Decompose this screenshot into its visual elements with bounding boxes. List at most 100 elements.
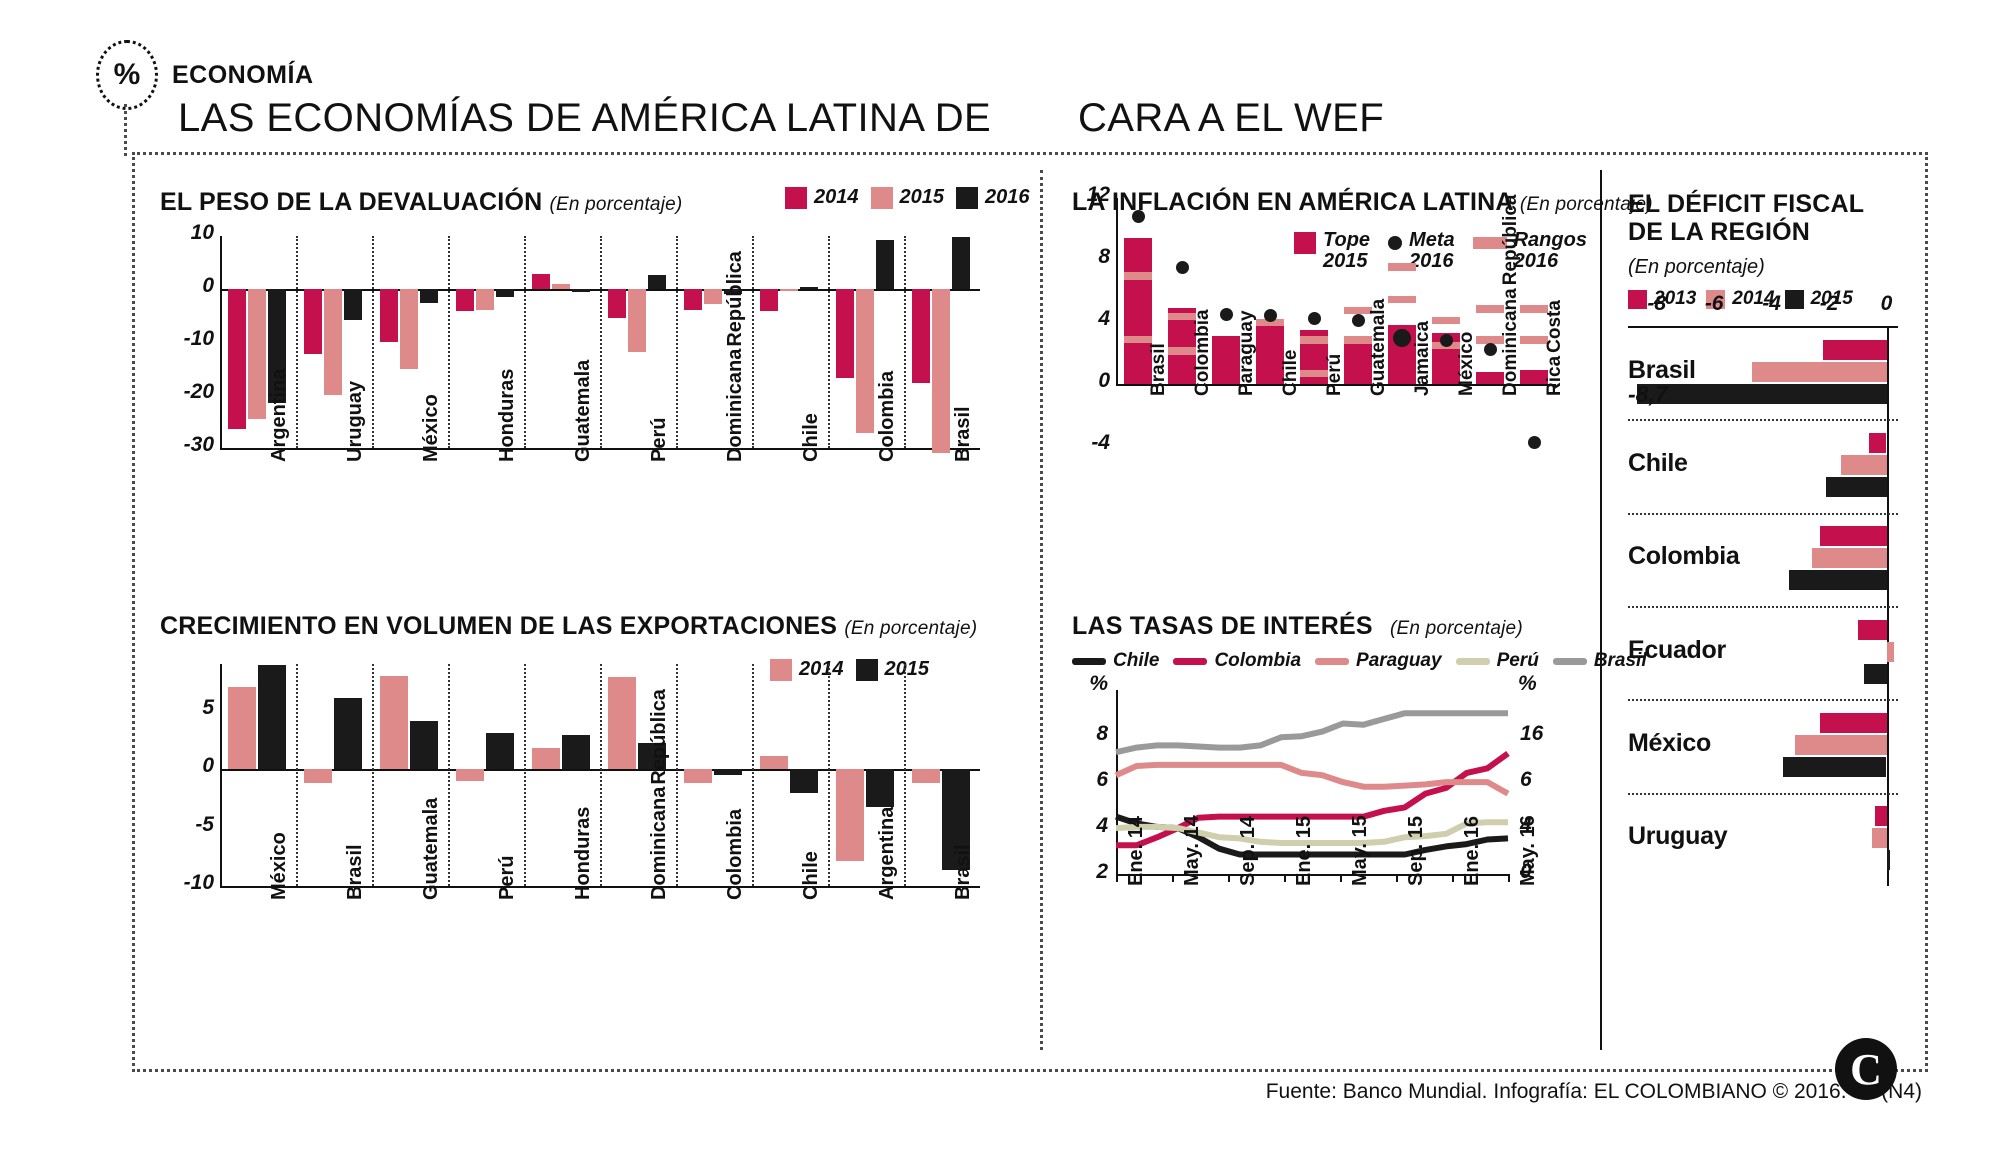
bar-2015-Uruguay [323,289,343,395]
category-separator [448,236,450,448]
category-label: Chile [800,851,822,900]
x-tick [1340,874,1342,882]
category-label-Chile: Chile [1628,449,1688,477]
legend-item-chile: Chile [1072,650,1159,672]
category-label: México [268,832,290,900]
bar-2015-Colombia [855,289,875,434]
x-tick-label: -6 [1704,292,1724,315]
y-tick-label: 4 [1098,307,1110,330]
category-label: República Dominicana [1500,194,1521,396]
category-label: Colombia [1192,309,1213,396]
category-label: Perú [648,417,670,462]
legend-tasas: Chile Colombia Paraguay Perú Brasil [1072,650,1647,672]
category-label: Costa Rica [1544,300,1565,396]
x-axis-baseline [220,448,980,450]
x-tick-label: May. 16 [1517,815,1539,886]
legend-item-2014: 2014 [770,658,844,681]
left-axis-symbol: % [1089,672,1108,695]
bar-tope-Colombia [1168,308,1196,384]
title-subtitle: (En porcentaje) [549,194,683,215]
category-label: México [420,394,442,462]
category-label: Colombia [724,808,746,900]
column-divider-1 [1040,170,1043,1050]
bar-2016-Colombia [876,240,895,289]
category-separator [448,664,450,886]
range-Guatemala-0 [1344,335,1372,344]
category-separator [752,236,754,448]
category-label: Brasil [952,844,974,900]
zero-line [1116,384,1556,386]
bar-2015-Honduras [562,735,591,770]
row-divider [1628,512,1898,515]
bar-2016-Honduras [496,289,515,297]
category-label: Guatemala [572,359,594,462]
range-Jamaica-0 [1388,295,1416,304]
bar-2015-República-Dominicana [703,289,723,304]
legend-item-colombia: Colombia [1173,650,1301,672]
bar-2014-Brasil [911,289,930,384]
bar-2014-Chile [1840,455,1887,475]
left-y-tick: 4 [1096,814,1108,838]
plot-inflacion: 12 8 4 0 -4 Brasil Colombia Paraguay Chile Perú Gu… [1087,183,1565,454]
bar-2015-Ecuador [1863,663,1887,684]
x-tick-label: May. 14 [1181,815,1203,886]
x-tick-label: Ene. 14 [1125,815,1147,886]
bar-2014-Brasil [1751,361,1887,382]
row-divider [1628,606,1898,608]
category-label: Honduras [572,806,594,900]
meta-dot-Chile [1263,309,1277,323]
bar-2015-Chile [779,289,799,291]
x-tick-label: -8 [1647,292,1667,315]
line-paraguay [1114,761,1510,797]
bar-2013-Uruguay [1875,806,1887,827]
chart-inflacion: LA INFLACIÓN EN AMÉRICA LATINA (En porce… [1072,183,1653,488]
category-label: Jamaica [1412,320,1433,396]
y-tick-label: 12 [1086,183,1110,206]
meta-dot-Guatemala [1351,313,1365,327]
bar-2015-Brasil [334,697,363,770]
bar-2015-República-Dominicana [638,743,667,770]
x-tick-label: Ene. 15 [1293,815,1315,886]
meta-dot-México [1439,334,1453,348]
legend-item-peru: Perú [1455,650,1539,672]
category-label: Honduras [496,368,518,462]
category-label: Colombia [876,370,898,462]
bar-2014-Uruguay [1872,828,1887,849]
category-label: Chile [1280,349,1301,396]
bar-2014-Brasil [911,769,940,784]
bar-2014-Colombia [835,289,854,379]
bar-2015-Perú [486,732,515,770]
page-title-continued: CARA A EL WEF [1078,96,1385,140]
category-label: Argentina [876,806,898,900]
bar-2016-Brasil [952,237,971,289]
legend-item-brasil: Brasil [1552,650,1647,672]
x-tick [1452,874,1454,882]
chart-title-exportaciones: CRECIMIENTO EN VOLUMEN DE LAS EXPORTACIO… [160,612,977,641]
range-México-1 [1432,317,1460,325]
bar-tope-Chile [1256,318,1284,384]
bar-2014-México [379,289,398,342]
bar-2016-Chile [800,286,819,289]
bar-2016-Uruguay [344,289,363,320]
x-tick [1228,874,1230,882]
title-text: CRECIMIENTO EN VOLUMEN DE LAS EXPORTACIO… [160,612,838,640]
row-divider [1628,699,1898,702]
bar-2015-México [258,665,287,770]
category-separator [752,664,754,886]
chart-title-deficit: EL DÉFICIT FISCAL DE LA REGIÓN [1628,190,1864,246]
legend-item-tope: Tope 2015 [1294,230,1370,272]
title-subtitle: (En porcentaje) [1389,618,1523,639]
top-rule [1628,326,1898,328]
x-tick-label: Sep. 14 [1237,815,1259,886]
bar-2014-Colombia [1811,548,1887,569]
legend-item-meta: Meta 2016 [1388,230,1455,272]
right-axis-symbol: % [1518,672,1537,695]
bar-2013-Brasil [1823,339,1887,360]
x-tick [1396,874,1398,882]
category-separator [296,236,298,448]
y-tick-label: 0 [202,754,214,778]
chart-deficit: EL DÉFICIT FISCAL DE LA REGIÓN (En porce… [1628,190,1908,886]
range-Jamaica-1 [1388,263,1416,271]
bar-2013-Colombia [1820,526,1887,547]
